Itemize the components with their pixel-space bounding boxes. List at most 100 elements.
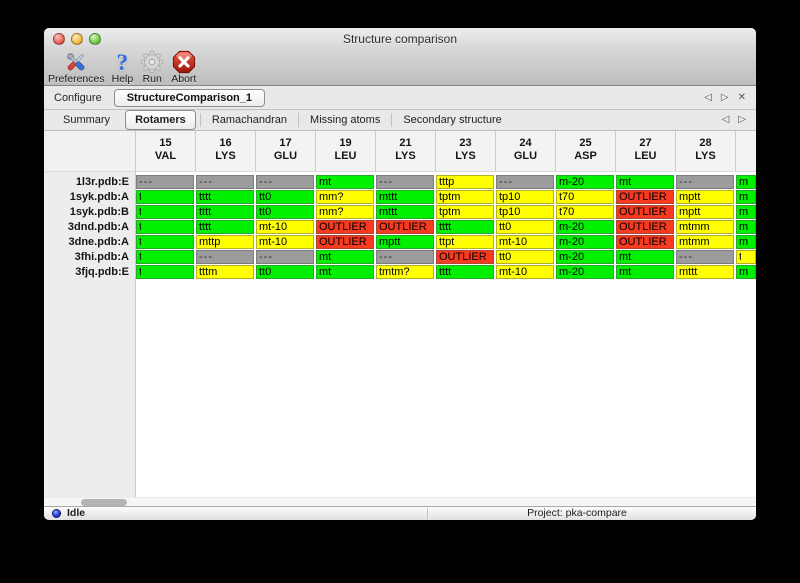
column-header-28[interactable]: 28 LYS <box>676 131 736 172</box>
rotamer-cell[interactable]: tttt <box>196 190 256 204</box>
rotamer-cell[interactable]: mm? <box>316 205 376 219</box>
zoom-button[interactable] <box>89 33 101 45</box>
rotamer-cell[interactable]: mt <box>316 265 376 279</box>
rotamer-cell[interactable]: mt-10 <box>256 235 316 249</box>
rotamer-cell[interactable]: mt <box>316 250 376 264</box>
abort-button[interactable]: Abort <box>171 50 196 85</box>
rotamer-cell[interactable]: --- <box>376 250 436 264</box>
rotamer-cell[interactable]: m-20 <box>556 235 616 249</box>
tab-rotamers[interactable]: Rotamers <box>125 110 196 130</box>
column-header-17[interactable]: 17 GLU <box>256 131 316 172</box>
rotamer-cell[interactable]: tttt <box>436 265 496 279</box>
rotamer-cell[interactable]: mt <box>316 175 376 189</box>
rotamer-cell[interactable]: mm? <box>316 190 376 204</box>
preferences-button[interactable]: Preferences <box>48 51 105 85</box>
job-close-icon[interactable]: ✕ <box>737 91 746 103</box>
rotamer-cell[interactable]: mptt <box>676 205 736 219</box>
rotamer-cell[interactable]: --- <box>256 250 316 264</box>
rotamer-cell[interactable]: tt0 <box>256 205 316 219</box>
rotamer-cell[interactable]: tt0 <box>496 250 556 264</box>
tabs-prev-arrow-icon[interactable]: ◁ <box>721 114 730 125</box>
rotamer-cell[interactable]: t <box>136 235 196 249</box>
rotamer-cell[interactable]: mptt <box>676 190 736 204</box>
rotamer-cell[interactable]: mttt <box>376 205 436 219</box>
rotamer-cell[interactable]: OUTLIER <box>616 190 676 204</box>
close-button[interactable] <box>53 33 65 45</box>
column-header-21[interactable]: 21 LYS <box>376 131 436 172</box>
rotamer-cell[interactable]: OUTLIER <box>436 250 496 264</box>
rotamer-cell[interactable]: m-20 <box>556 175 616 189</box>
rotamer-cell[interactable]: mt-10 <box>496 235 556 249</box>
rotamer-cell[interactable]: tmtm? <box>376 265 436 279</box>
job-tab-structurecomparison-1[interactable]: StructureComparison_1 <box>113 88 266 107</box>
rotamer-cell[interactable]: m-20 <box>556 250 616 264</box>
rotamer-cell[interactable]: m-20 <box>556 220 616 234</box>
rotamer-cell[interactable]: mt <box>616 250 676 264</box>
row-label[interactable]: 1syk.pdb:B <box>69 206 129 218</box>
rotamer-cell[interactable]: t <box>136 265 196 279</box>
rotamer-cell[interactable]: m-20 <box>556 265 616 279</box>
help-button[interactable]: ? Help <box>112 51 134 85</box>
rotamer-cell[interactable]: OUTLIER <box>316 235 376 249</box>
rotamer-cell[interactable]: t <box>136 205 196 219</box>
rotamer-cell[interactable]: tttm <box>196 265 256 279</box>
column-header-24[interactable]: 24 GLU <box>496 131 556 172</box>
rotamer-cell[interactable]: tp10 <box>496 205 556 219</box>
rotamer-cell[interactable]: t <box>136 220 196 234</box>
row-label[interactable]: 3dne.pdb:A <box>68 236 130 248</box>
rotamer-cell[interactable]: t <box>136 250 196 264</box>
rotamer-cell[interactable]: --- <box>676 250 736 264</box>
rotamer-cell[interactable]: m <box>736 190 756 204</box>
rotamer-cell[interactable]: tt0 <box>256 265 316 279</box>
rotamer-cell[interactable]: --- <box>196 175 256 189</box>
rotamer-cell[interactable]: --- <box>676 175 736 189</box>
rotamer-cell[interactable]: mt <box>616 175 676 189</box>
rotamer-cell[interactable]: OUTLIER <box>616 220 676 234</box>
rotamer-cell[interactable]: OUTLIER <box>616 205 676 219</box>
column-header-25[interactable]: 25 ASP <box>556 131 616 172</box>
horizontal-scrollbar[interactable] <box>44 497 756 506</box>
rotamer-cell[interactable]: t <box>136 190 196 204</box>
titlebar[interactable]: Structure comparison <box>44 28 756 50</box>
run-button[interactable]: Run <box>140 51 164 85</box>
rotamer-cell[interactable]: tt0 <box>256 190 316 204</box>
rotamer-cell[interactable]: tttp <box>436 175 496 189</box>
column-header-15[interactable]: 15 VAL <box>136 131 196 172</box>
rotamer-cell[interactable]: --- <box>496 175 556 189</box>
rotamer-cell[interactable]: --- <box>196 250 256 264</box>
rotamer-cell[interactable]: m <box>736 205 756 219</box>
minimize-button[interactable] <box>71 33 83 45</box>
rotamer-cell[interactable]: mtmm <box>676 220 736 234</box>
rotamer-cell[interactable]: mt <box>616 265 676 279</box>
row-label[interactable]: 1l3r.pdb:E <box>75 176 129 188</box>
tab-summary[interactable]: Summary <box>63 114 111 126</box>
rotamer-cell[interactable]: m <box>736 265 756 279</box>
rotamer-cell[interactable]: m <box>736 175 756 189</box>
rotamer-cell[interactable]: mttt <box>376 190 436 204</box>
rotamer-cell[interactable]: tptm <box>436 205 496 219</box>
job-prev-arrow-icon[interactable]: ◁ <box>704 91 712 103</box>
rotamer-cell[interactable]: tttt <box>436 220 496 234</box>
rotamer-cell[interactable]: OUTLIER <box>376 220 436 234</box>
rotamer-cell[interactable]: t70 <box>556 205 616 219</box>
rotamer-cell[interactable]: mt-10 <box>256 220 316 234</box>
row-label[interactable]: 3fjq.pdb:E <box>75 266 129 278</box>
row-label[interactable]: 3dnd.pdb:A <box>67 221 129 233</box>
rotamer-cell[interactable]: tttt <box>196 220 256 234</box>
rotamer-cell[interactable]: tptm <box>436 190 496 204</box>
rotamer-cell[interactable]: mptt <box>376 235 436 249</box>
row-label[interactable]: 1syk.pdb:A <box>69 191 129 203</box>
rotamer-cell[interactable]: tt0 <box>496 220 556 234</box>
rotamer-cell[interactable]: t70 <box>556 190 616 204</box>
tab-ramachandran[interactable]: Ramachandran <box>199 113 298 127</box>
rotamer-cell[interactable]: t <box>736 250 756 264</box>
rotamer-cell[interactable]: --- <box>136 175 196 189</box>
row-label[interactable]: 3fhi.pdb:A <box>74 251 129 263</box>
tab-secondary-structure[interactable]: Secondary structure <box>391 113 512 127</box>
rotamer-cell[interactable]: mttp <box>196 235 256 249</box>
rotamer-cell[interactable]: tttt <box>196 205 256 219</box>
rotamer-cell[interactable]: mtmm <box>676 235 736 249</box>
rotamer-cell[interactable]: --- <box>376 175 436 189</box>
job-next-arrow-icon[interactable]: ▷ <box>720 91 729 103</box>
rotamer-cell[interactable]: m <box>736 220 756 234</box>
